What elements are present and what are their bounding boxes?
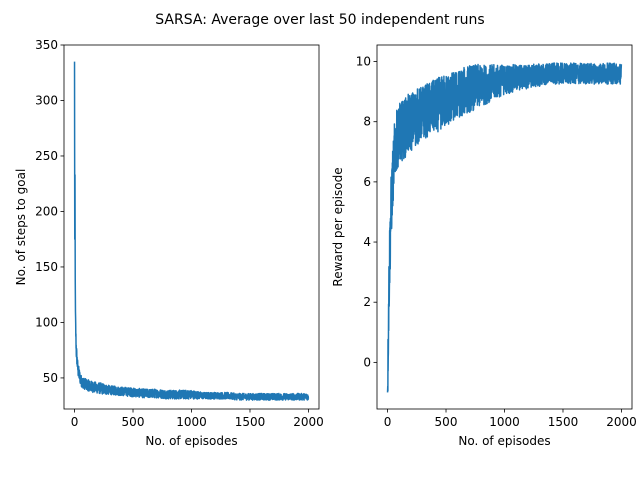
steps-ytick-label: 50 (43, 371, 58, 385)
figure-title: SARSA: Average over last 50 independent … (155, 12, 484, 28)
steps-series-line (73, 61, 310, 401)
reward-ytick-label: 2 (363, 295, 371, 309)
reward-xtick-label: 1000 (489, 415, 520, 429)
steps-xlabel: No. of episodes (145, 434, 237, 448)
steps-xtick-label: 1000 (176, 415, 207, 429)
steps-xtick-label: 500 (122, 415, 145, 429)
reward-ylabel: Reward per episode (331, 167, 345, 286)
reward-xtick-label: 0 (384, 415, 392, 429)
steps-ytick-label: 250 (35, 149, 58, 163)
reward-xtick-label: 500 (435, 415, 458, 429)
reward-subplot: 0 500 1000 1500 2000 0 2 4 6 8 10 No. of episodes Re… (331, 44, 637, 448)
steps-ylabel: No. of steps to goal (14, 169, 28, 286)
steps-ytick-label: 300 (35, 93, 58, 107)
steps-ytick-label: 200 (35, 204, 58, 218)
reward-ytick-label: 0 (363, 355, 371, 369)
reward-ytick-label: 6 (363, 175, 371, 189)
reward-xlabel: No. of episodes (458, 434, 550, 448)
reward-ytick-label: 10 (356, 55, 371, 69)
reward-ytick-label: 4 (363, 235, 371, 249)
steps-xtick-label: 2000 (293, 415, 324, 429)
steps-ytick-label: 100 (35, 315, 58, 329)
steps-subplot: 0 500 1000 1500 2000 50 100 150 200 250 300 350 No. … (14, 38, 324, 448)
reward-xtick-label: 1500 (548, 415, 579, 429)
reward-series-line (386, 62, 623, 393)
steps-ytick-label: 150 (35, 260, 58, 274)
reward-xtick-label: 2000 (606, 415, 637, 429)
steps-xtick-label: 0 (71, 415, 79, 429)
reward-ytick-label: 8 (363, 115, 371, 129)
steps-ytick-label: 350 (35, 38, 58, 52)
steps-xtick-label: 1500 (235, 415, 266, 429)
